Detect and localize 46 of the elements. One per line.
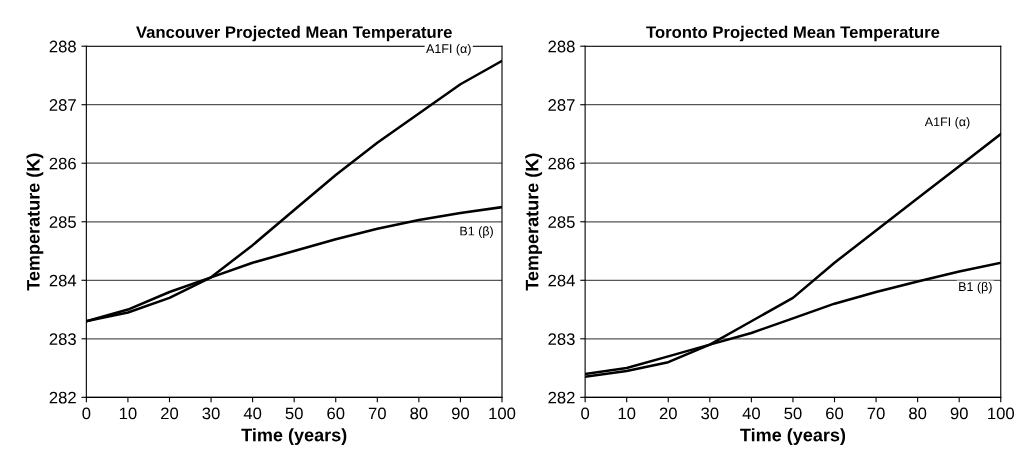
y-tick-label: 284 <box>49 274 77 287</box>
series-label: B1 (β) <box>959 281 992 294</box>
x-axis-title: Time (years) <box>241 428 347 445</box>
y-tick-label: 285 <box>49 216 76 228</box>
x-axis-title: Time (years) <box>740 428 846 445</box>
series-label: A1FI (α) <box>426 43 471 56</box>
x-tick-label: 50 <box>784 407 802 420</box>
y-tick-label: 282 <box>49 391 76 404</box>
y-tick-label: 284 <box>548 274 575 287</box>
x-tick-label: 40 <box>243 407 262 420</box>
x-tick-label: 100 <box>988 407 1015 420</box>
y-tick-label: 288 <box>548 40 575 53</box>
x-tick-label: 50 <box>285 407 303 420</box>
x-tick-label: 70 <box>368 407 386 420</box>
x-tick-label: 10 <box>119 407 137 420</box>
x-tick-label: 30 <box>202 407 220 420</box>
y-tick-label: 283 <box>49 333 76 345</box>
x-tick-label: 90 <box>451 407 470 420</box>
x-tick-label: 30 <box>701 407 719 420</box>
series-label: B1 (β) <box>460 226 493 238</box>
chart-title: Toronto Projected Mean Temperature <box>646 25 940 42</box>
x-tick-label: 40 <box>742 407 760 420</box>
x-tick-label: 70 <box>867 407 885 420</box>
series-label: A1FI (α) <box>924 117 970 129</box>
x-tick-label: 90 <box>950 407 968 420</box>
x-tick-label: 0 <box>82 407 91 420</box>
y-tick-label: 286 <box>49 157 76 170</box>
x-tick-label: 60 <box>826 407 844 420</box>
y-axis-title: Temperature (K) <box>525 153 543 291</box>
y-tick-label: 287 <box>49 99 76 111</box>
x-tick-label: 20 <box>161 407 179 420</box>
x-tick-label: 0 <box>581 407 590 420</box>
y-tick-label: 283 <box>548 333 575 345</box>
y-axis-title: Temperature (K) <box>26 153 44 291</box>
y-tick-label: 286 <box>548 157 575 170</box>
x-tick-label: 60 <box>327 407 345 420</box>
y-tick-label: 287 <box>548 99 575 111</box>
chart-title: Vancouver Projected Mean Temperature <box>136 25 452 42</box>
x-tick-label: 80 <box>410 407 428 420</box>
x-tick-label: 10 <box>618 407 636 420</box>
x-tick-label: 100 <box>489 407 516 420</box>
y-tick-label: 282 <box>548 391 575 404</box>
y-tick-label: 285 <box>548 216 575 228</box>
x-tick-label: 80 <box>909 407 927 420</box>
y-tick-label: 288 <box>49 40 76 53</box>
x-tick-label: 20 <box>659 407 677 420</box>
